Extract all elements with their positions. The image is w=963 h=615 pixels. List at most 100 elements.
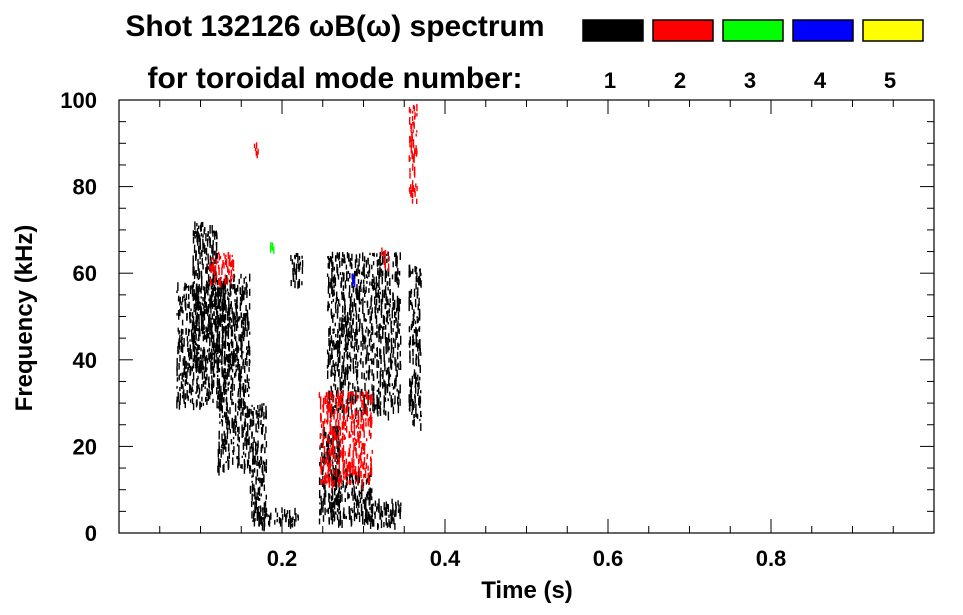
spectrum-point — [212, 347, 215, 352]
spectrum-point — [391, 498, 393, 504]
spectrum-point — [189, 383, 191, 393]
spectrum-point — [176, 386, 178, 389]
spectrum-point — [413, 188, 416, 193]
spectrum-point — [214, 259, 216, 264]
spectrum-point — [243, 277, 245, 284]
spectrum-point — [220, 294, 222, 303]
spectrum-point — [342, 252, 344, 257]
spectrum-point — [366, 280, 368, 284]
spectrum-point — [261, 516, 263, 526]
spectrum-point — [268, 520, 270, 526]
spectrum-point — [197, 233, 199, 243]
spectrum-point — [376, 282, 379, 287]
spectrum-point — [214, 319, 217, 329]
spectrum-point — [335, 512, 337, 515]
spectrum-point — [367, 496, 370, 500]
spectrum-point — [420, 272, 422, 276]
spectrum-point — [243, 329, 246, 338]
spectrum-point — [389, 383, 391, 387]
spectrum-point — [374, 511, 376, 519]
spectrum-point — [417, 303, 419, 311]
spectrum-point — [396, 332, 398, 338]
spectrum-point — [363, 265, 365, 271]
spectrum-point — [336, 427, 338, 432]
spectrum-point — [228, 419, 230, 424]
spectrum-point — [370, 334, 372, 340]
spectrum-point — [231, 307, 233, 315]
spectrum-point — [415, 358, 417, 366]
spectrum-point — [327, 476, 330, 483]
spectrum-point — [268, 521, 271, 527]
spectrum-point — [209, 301, 211, 304]
spectrum-point — [368, 264, 371, 274]
spectrum-point — [235, 312, 237, 315]
spectrum-point — [371, 449, 373, 454]
spectrum-point — [209, 314, 211, 320]
spectrum-point — [332, 406, 334, 414]
spectrum-point — [185, 371, 187, 378]
spectrum-point — [347, 355, 350, 358]
spectrum-point — [352, 464, 354, 472]
spectrum-point — [349, 317, 351, 321]
spectrum-point — [329, 454, 332, 458]
spectrum-point — [211, 264, 213, 271]
spectrum-point — [346, 333, 349, 339]
spectrum-point — [352, 322, 354, 325]
spectrum-point — [355, 391, 357, 396]
spectrum-point — [367, 257, 369, 265]
spectrum-point — [248, 303, 251, 310]
spectrum-point — [247, 459, 249, 466]
spectrum-point — [240, 374, 242, 382]
spectrum-point — [214, 299, 216, 305]
spectrum-point — [319, 489, 321, 499]
spectrum-point — [194, 221, 196, 230]
spectrum-point — [215, 272, 217, 279]
spectrum-point — [338, 339, 341, 348]
spectrum-point — [334, 455, 337, 460]
spectrum-point — [290, 255, 292, 261]
spectrum-point — [371, 399, 373, 405]
spectrum-point — [345, 472, 347, 480]
spectrum-point — [383, 354, 385, 363]
spectrum-point — [325, 397, 327, 404]
spectrum-point — [253, 512, 255, 515]
spectrum-point — [383, 346, 385, 355]
spectrum-point — [198, 328, 200, 336]
spectrum-point — [357, 386, 359, 393]
spectrum-point — [230, 291, 232, 296]
spectrum-point — [410, 184, 412, 189]
spectrum-point — [386, 367, 388, 374]
spectrum-point — [204, 380, 206, 385]
spectrum-point — [212, 257, 215, 262]
spectrum-point — [409, 190, 411, 194]
spectrum-point — [327, 401, 329, 406]
spectrum-point — [250, 443, 253, 449]
spectrum-point — [240, 366, 242, 375]
spectrum-point — [351, 394, 354, 400]
spectrum-point — [331, 469, 333, 477]
spectrum-point — [371, 488, 373, 493]
spectrum-point — [207, 304, 210, 313]
spectrum-point — [328, 280, 330, 288]
spectrum-point — [238, 334, 240, 341]
spectrum-point — [375, 303, 377, 311]
spectrum-point — [347, 386, 350, 392]
spectrum-point — [179, 399, 181, 406]
spectrum-point — [355, 425, 358, 429]
spectrum-point — [414, 320, 416, 325]
spectrum-point — [334, 426, 337, 434]
spectrum-point — [210, 327, 213, 333]
spectrum-point — [234, 372, 236, 378]
spectrum-point — [223, 295, 225, 300]
spectrum-point — [363, 457, 366, 465]
spectrum-point — [349, 307, 351, 313]
spectrum-point — [178, 401, 181, 410]
spectrum-point — [181, 306, 183, 314]
spectrum-point — [182, 384, 184, 388]
spectrum-point — [350, 434, 352, 438]
spectrum-point — [182, 379, 184, 382]
spectrum-point — [247, 322, 249, 331]
spectrum-point — [364, 300, 366, 303]
spectrum-point — [415, 332, 417, 336]
spectrum-point — [195, 347, 197, 350]
